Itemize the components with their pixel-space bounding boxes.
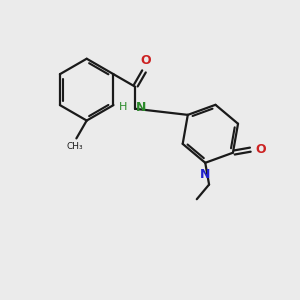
Text: N: N [200, 168, 210, 181]
Text: CH₃: CH₃ [67, 142, 83, 151]
Text: H: H [118, 102, 127, 112]
Text: N: N [136, 101, 146, 114]
Text: O: O [255, 143, 266, 156]
Text: O: O [141, 54, 152, 67]
